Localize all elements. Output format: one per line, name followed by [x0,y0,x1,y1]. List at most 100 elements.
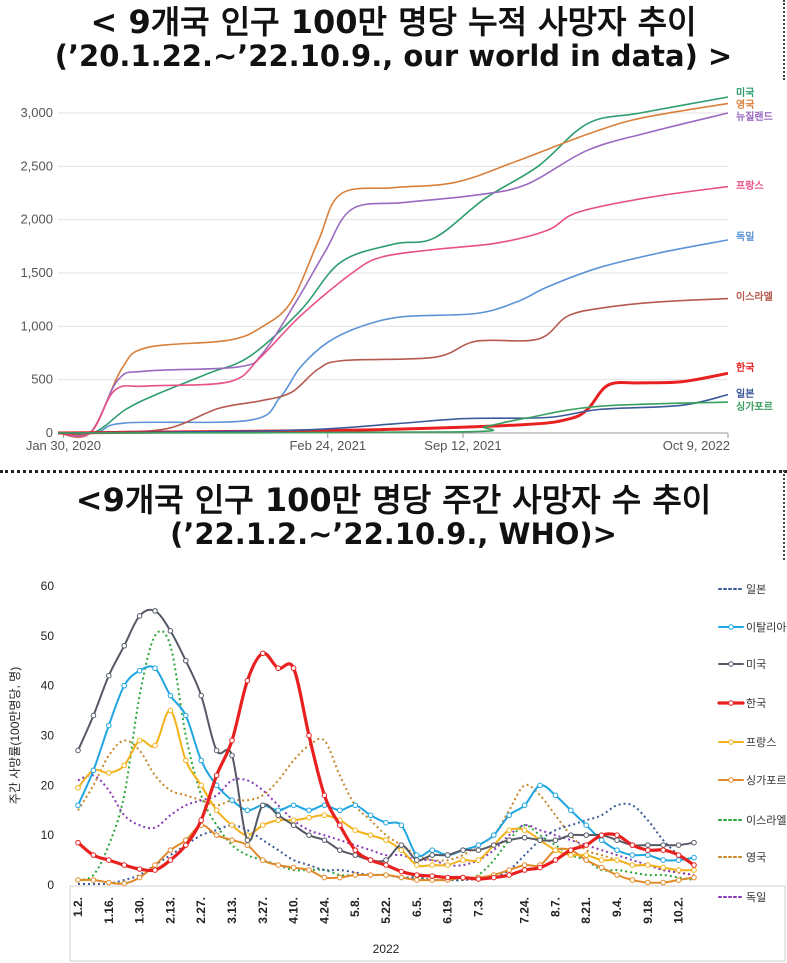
series-label-일본: 일본 [736,387,754,400]
x-tick-label: 8.7. [548,897,562,917]
x-tick-label: 1.30. [133,897,147,924]
data-point-싱가포르 [367,872,374,878]
data-point-미국 [491,842,497,848]
data-point-미국 [167,628,174,634]
series-label-미국: 미국 [736,86,754,99]
legend-marker-프랑스 [728,739,734,745]
data-point-미국 [414,857,420,863]
data-point-한국 [321,792,328,799]
data-point-프랑스 [645,862,651,868]
data-point-한국 [568,847,574,853]
data-point-싱가포르 [660,879,667,886]
data-point-프랑스 [598,857,605,863]
data-point-한국 [629,842,636,848]
x-tick-label: 2.27. [194,897,208,924]
data-point-미국 [475,847,482,853]
legend-label-이탈리아: 이탈리아 [746,621,786,634]
data-point-싱가포르 [167,847,174,853]
series-label-프랑스: 프랑스 [736,180,764,192]
data-point-한국 [367,857,374,863]
x-tick-label: 7.3. [471,897,485,917]
data-point-프랑스 [691,867,697,873]
data-point-싱가포르 [398,874,405,881]
series-line-이스라엘 [57,297,729,434]
data-point-이탈리아 [306,807,312,814]
data-point-이탈리아 [383,819,389,826]
data-point-프랑스 [229,822,235,829]
series-line-독일 [77,774,695,876]
data-point-한국 [260,650,266,657]
y-tick-label: 1,500 [20,265,53,280]
data-point-미국 [260,802,266,809]
data-point-한국 [90,852,97,858]
data-point-미국 [275,812,282,819]
data-point-이탈리아 [90,767,97,774]
data-point-미국 [337,847,343,853]
series-line-프랑스 [77,709,695,872]
y-tick-label: 50 [41,629,55,643]
data-point-프랑스 [75,785,81,791]
x-tick-label: Feb 24, 2021 [289,438,366,453]
data-point-이탈리아 [275,807,282,814]
data-point-한국 [460,874,466,881]
y-tick-label: 1,000 [20,318,53,333]
data-point-미국 [552,837,559,843]
data-point-이탈리아 [321,802,328,809]
data-point-이탈리아 [506,812,513,819]
data-point-싱가포르 [213,832,220,838]
data-point-한국 [352,847,359,853]
data-point-싱가포르 [598,864,605,871]
data-point-한국 [398,868,405,875]
data-point-싱가포르 [121,880,127,887]
data-point-미국 [614,837,620,843]
data-point-한국 [691,862,697,868]
data-point-프랑스 [614,857,620,863]
data-point-미국 [537,837,543,843]
data-point-이탈리아 [290,802,297,809]
data-point-이탈리아 [429,847,436,853]
legend-label-이스라엘: 이스라엘 [746,814,786,827]
data-point-미국 [290,822,297,829]
data-point-싱가포르 [275,862,282,868]
data-point-싱가포르 [691,874,697,881]
x-tick-label: 7.24. [518,897,532,924]
series-label-독일: 독일 [736,230,754,243]
data-point-미국 [660,842,667,848]
data-point-미국 [244,837,251,843]
data-point-싱가포르 [506,867,513,873]
y-tick-label: 2,500 [20,158,53,173]
data-point-미국 [583,832,590,838]
legend-label-독일: 독일 [746,890,766,904]
data-point-프랑스 [506,827,513,833]
data-point-한국 [383,862,389,868]
data-point-미국 [90,712,97,719]
data-point-프랑스 [568,852,574,858]
series-line-일본 [57,393,729,434]
data-point-한국 [429,873,436,879]
data-point-한국 [475,876,482,882]
data-point-싱가포르 [629,877,636,883]
data-point-이탈리아 [167,692,174,699]
data-point-이탈리아 [675,857,682,863]
y-tick-label: 10 [41,828,55,842]
x-tick-label: 2.13. [163,897,177,924]
data-point-프랑스 [121,762,127,769]
data-point-싱가포르 [321,874,328,881]
data-point-한국 [183,842,189,848]
x-axis-frame [69,885,786,962]
series-line-뉴질랜드 [57,112,729,438]
data-point-이탈리아 [229,797,235,804]
series-line-프랑스 [57,185,729,437]
data-point-프랑스 [552,847,559,853]
data-point-미국 [645,842,651,848]
data-point-미국 [321,837,328,843]
data-point-프랑스 [383,837,389,843]
data-point-한국 [213,772,220,779]
x-tick-label: Jan 30, 2020 [26,438,101,453]
data-point-프랑스 [352,827,359,833]
data-point-프랑스 [521,827,528,833]
x-tick-label: 5.8. [348,897,362,917]
data-point-프랑스 [275,817,282,824]
legend-label-싱가포르: 싱가포르 [746,774,786,787]
